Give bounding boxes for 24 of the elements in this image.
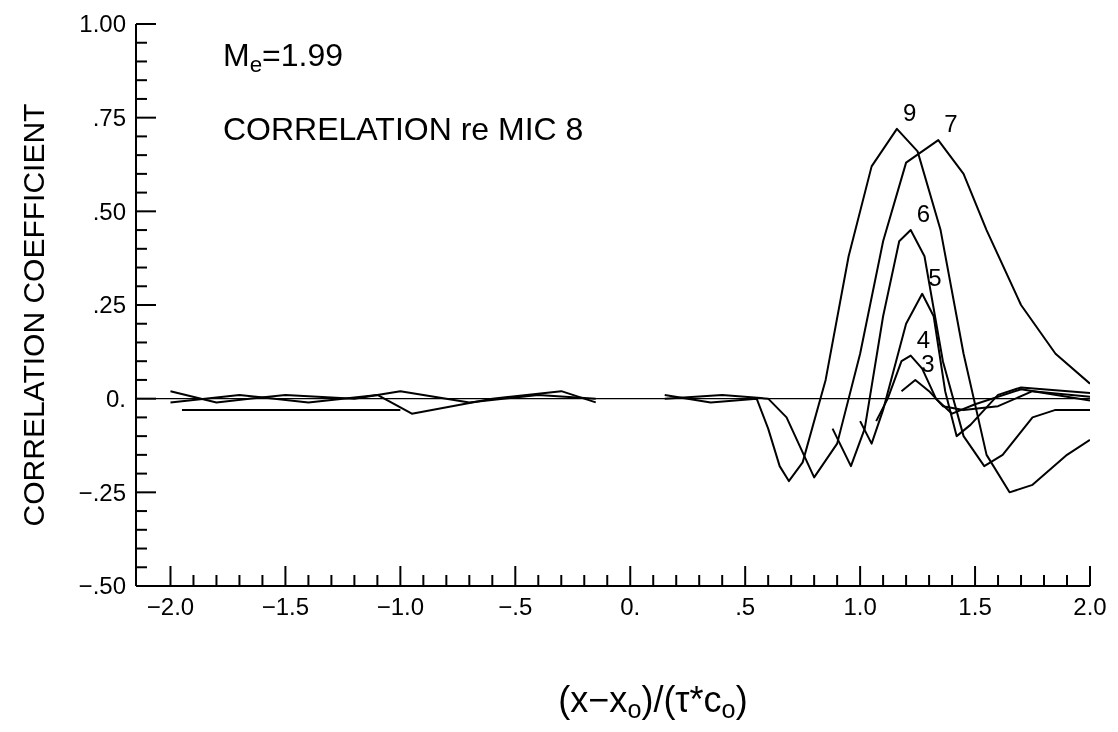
x-tick-label: .5 — [735, 593, 756, 621]
y-tick-label: .50 — [92, 197, 126, 225]
y-tick-label: .25 — [92, 291, 126, 319]
y-tick-label: −.50 — [78, 572, 126, 600]
y-axis-title: CORRELATION COEFFICIENT — [17, 103, 50, 527]
x-tick-label: 1.5 — [958, 593, 992, 621]
y-tick-label: .75 — [92, 104, 126, 132]
y-tick-label: −.25 — [78, 478, 126, 506]
y-tick-label: 0. — [105, 385, 126, 413]
series-label: 7 — [944, 110, 958, 138]
y-tick-label: 1.00 — [79, 10, 126, 38]
annotation: M$_{e}$=1.99 — [223, 37, 344, 77]
x-tick-label: −1.5 — [261, 593, 310, 621]
annotation: CORRELATION re MIC 8 — [223, 111, 584, 147]
series-label: 9 — [902, 98, 917, 126]
x-axis-title: (x−x$_{o}$)/(τ*c$_{o}$) — [558, 679, 748, 724]
x-tick-label: 1.0 — [843, 593, 877, 621]
series-label: 5 — [928, 263, 942, 291]
x-tick-label: −2.0 — [146, 593, 195, 621]
x-tick-label: −1.0 — [376, 593, 425, 621]
series-label: 6 — [916, 200, 931, 228]
x-tick-label: 0. — [620, 593, 641, 621]
x-tick-label: 2.0 — [1073, 593, 1107, 621]
x-tick-label: −.5 — [498, 593, 533, 621]
